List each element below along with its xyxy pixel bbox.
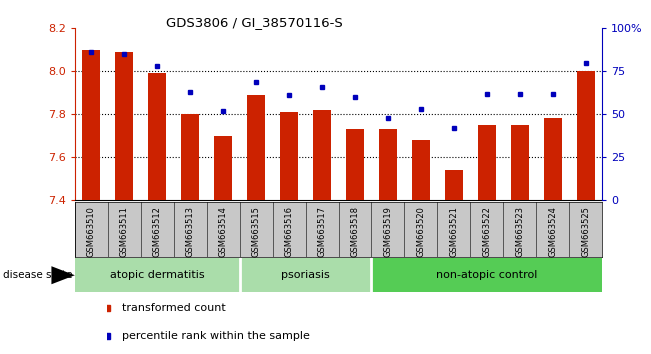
Bar [82,50,100,200]
Text: GSM663516: GSM663516 [284,206,294,257]
Text: GSM663514: GSM663514 [219,206,228,257]
Bar [75,258,240,292]
Text: GSM663510: GSM663510 [87,206,96,257]
Bar [240,258,372,292]
Text: GSM663523: GSM663523 [516,206,524,257]
Text: GSM663520: GSM663520 [417,206,425,257]
Text: percentile rank within the sample: percentile rank within the sample [122,331,310,341]
Bar [412,140,430,200]
Bar [181,114,199,200]
Text: disease state: disease state [3,270,73,280]
Text: GSM663512: GSM663512 [153,206,161,257]
Bar [247,95,265,200]
Text: GSM663525: GSM663525 [581,206,590,257]
Text: GSM663515: GSM663515 [252,206,260,257]
Bar [280,112,298,200]
Text: GDS3806 / GI_38570116-S: GDS3806 / GI_38570116-S [166,16,343,29]
Bar [544,119,562,200]
Text: GSM663518: GSM663518 [350,206,359,257]
Bar [478,125,496,200]
Text: GSM663511: GSM663511 [120,206,129,257]
Text: non-atopic control: non-atopic control [436,270,538,280]
Bar [445,170,463,200]
Bar [577,71,595,200]
Bar [346,129,364,200]
Text: atopic dermatitis: atopic dermatitis [110,270,204,280]
Bar [372,258,602,292]
Text: GSM663513: GSM663513 [186,206,195,257]
Bar [313,110,331,200]
Polygon shape [51,266,75,284]
Bar [379,129,397,200]
Text: GSM663519: GSM663519 [383,206,393,257]
Text: psoriasis: psoriasis [281,270,330,280]
Text: transformed count: transformed count [122,303,226,313]
Bar [148,73,166,200]
Bar [214,136,232,200]
Text: GSM663521: GSM663521 [449,206,458,257]
Text: GSM663522: GSM663522 [482,206,492,257]
Bar [115,52,133,200]
Text: GSM663517: GSM663517 [318,206,327,257]
Text: GSM663524: GSM663524 [548,206,557,257]
Bar [511,125,529,200]
